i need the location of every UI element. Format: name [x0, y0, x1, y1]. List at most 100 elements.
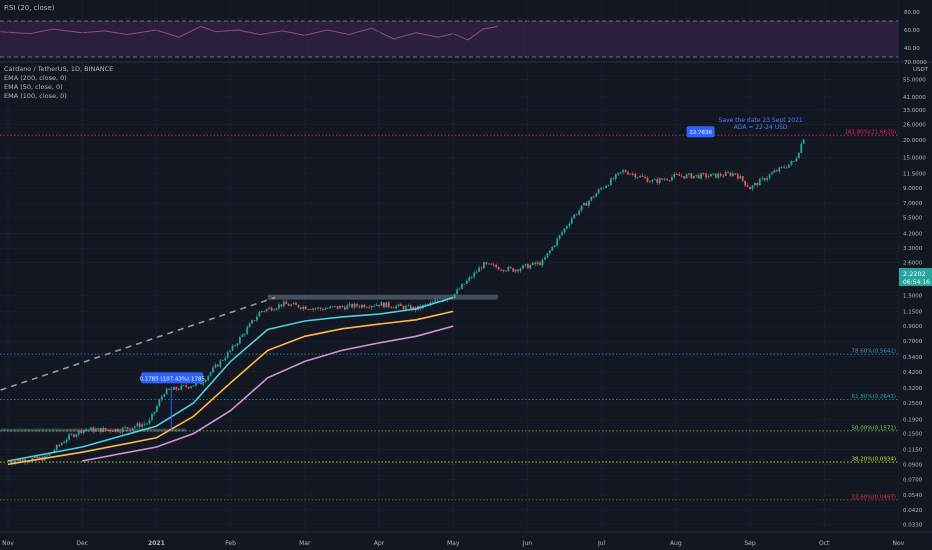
- candle-body: [756, 183, 759, 186]
- x-axis-tick: Dec: [76, 540, 88, 547]
- candle-body: [766, 177, 768, 181]
- candle-body: [495, 264, 498, 268]
- candle-body: [690, 173, 693, 179]
- resistance-zone[interactable]: [267, 294, 498, 300]
- candle-body: [90, 427, 92, 430]
- candle-body: [238, 336, 241, 344]
- candle-body: [36, 456, 39, 459]
- candle-body: [70, 434, 73, 436]
- candle-body: [348, 303, 351, 306]
- candle-body: [634, 173, 637, 178]
- candle-body: [121, 427, 124, 433]
- candle-body: [258, 311, 261, 317]
- price-axis-tick: 4.2000: [903, 232, 923, 238]
- candle-body: [627, 172, 629, 175]
- price-axis-tick: 0.0420: [903, 508, 923, 514]
- candle-body: [404, 306, 407, 310]
- legend-ema-50: EMA (50, close, 0): [4, 83, 63, 91]
- candle-body: [514, 269, 517, 272]
- candle-body: [612, 178, 615, 180]
- candle-body: [334, 306, 336, 308]
- candle-body: [539, 262, 541, 266]
- candle-body: [151, 413, 153, 420]
- rsi-axis-tick: 80.00: [904, 10, 920, 16]
- candle-body: [653, 179, 656, 181]
- candle-body: [736, 174, 739, 179]
- candle-body: [785, 167, 788, 169]
- candle-body: [580, 205, 583, 211]
- candle-body: [773, 170, 776, 173]
- candle-body: [692, 175, 695, 179]
- candle-body: [666, 179, 668, 181]
- x-axis-tick: Nov: [893, 540, 905, 547]
- ema-100-line: [82, 325, 454, 462]
- candle-body: [219, 360, 222, 367]
- candle-body: [160, 396, 163, 400]
- price-axis-tick: 2.6000: [903, 260, 923, 266]
- candle-body: [368, 307, 371, 309]
- price-axis-tick: 0.4200: [903, 370, 923, 376]
- candle-body: [585, 202, 588, 206]
- legend-ema-200: EMA (200, close, 0): [4, 74, 67, 82]
- candle-body: [7, 461, 9, 462]
- candle-body: [729, 172, 732, 176]
- rsi-axis-tick: 60.00: [904, 28, 920, 34]
- candle-body: [614, 174, 617, 180]
- candle-body: [270, 307, 273, 311]
- candle-body: [470, 277, 473, 278]
- candle-body: [697, 174, 700, 179]
- rsi-pane[interactable]: RSI (20, close) 80.00 60.00 40.00: [0, 4, 920, 58]
- x-axis[interactable]: Nov Dec 2021 Feb Mar Apr May Jun Jul Aug Sep Oct Nov: [2, 540, 905, 547]
- candle-body: [688, 173, 690, 175]
- candle-body: [16, 459, 19, 461]
- candle-body: [658, 178, 661, 183]
- candle-body: [578, 210, 581, 215]
- candle-body: [363, 304, 366, 308]
- candle-body: [502, 269, 505, 272]
- fib-label: 161.80%(21.6820): [844, 130, 896, 136]
- current-price-tag: 2.2202 06:54:16: [899, 268, 932, 286]
- price-axis-tick: 3.3000: [903, 246, 923, 252]
- candle-body: [321, 308, 324, 310]
- axis-top-label: 70.0000: [904, 60, 927, 66]
- candle-body: [673, 173, 676, 178]
- candle-body: [94, 428, 97, 432]
- price-pane[interactable]: 161.80%(21.6820) 78.60%(0.5642) 61.80%(0.2…: [0, 0, 932, 532]
- candle-body: [343, 306, 346, 310]
- candle-body: [339, 305, 341, 309]
- candle-body: [229, 350, 232, 353]
- candle-body: [683, 176, 685, 179]
- candle-body: [146, 423, 149, 425]
- candle-body: [722, 175, 725, 177]
- candle-body: [299, 307, 302, 309]
- annotation-line-1: Save the date 23 Sept 2021: [719, 117, 803, 124]
- candle-body: [639, 175, 642, 178]
- current-price-label: 2.2202: [903, 270, 926, 278]
- candle-body: [456, 289, 459, 294]
- candle-body: [512, 268, 515, 272]
- candles: [7, 139, 805, 465]
- trendline[interactable]: [0, 296, 276, 391]
- candle-body: [595, 193, 598, 197]
- candle-body: [605, 185, 607, 188]
- candle-body: [675, 173, 678, 175]
- legend-ema-100: EMA (100, close, 0): [4, 92, 67, 100]
- candle-body: [285, 301, 288, 305]
- candle-body: [80, 430, 83, 433]
- candle-body: [712, 173, 715, 175]
- candle-body: [524, 264, 527, 266]
- candle-body: [519, 268, 522, 272]
- price-axis[interactable]: 70.0000 USDT 55.0000 41.0000 33.0000 26.000…: [903, 60, 929, 528]
- price-axis-tick: 0.1500: [903, 432, 923, 438]
- candle-body: [68, 434, 70, 440]
- candle-body: [656, 179, 659, 183]
- rsi-band: [0, 21, 899, 57]
- candle-body: [490, 263, 493, 265]
- price-axis-tick: 0.0330: [903, 522, 923, 528]
- axis-unit: USDT: [913, 67, 929, 73]
- candle-body: [570, 218, 573, 224]
- candle-body: [431, 301, 434, 303]
- x-axis-tick: Jul: [597, 540, 606, 547]
